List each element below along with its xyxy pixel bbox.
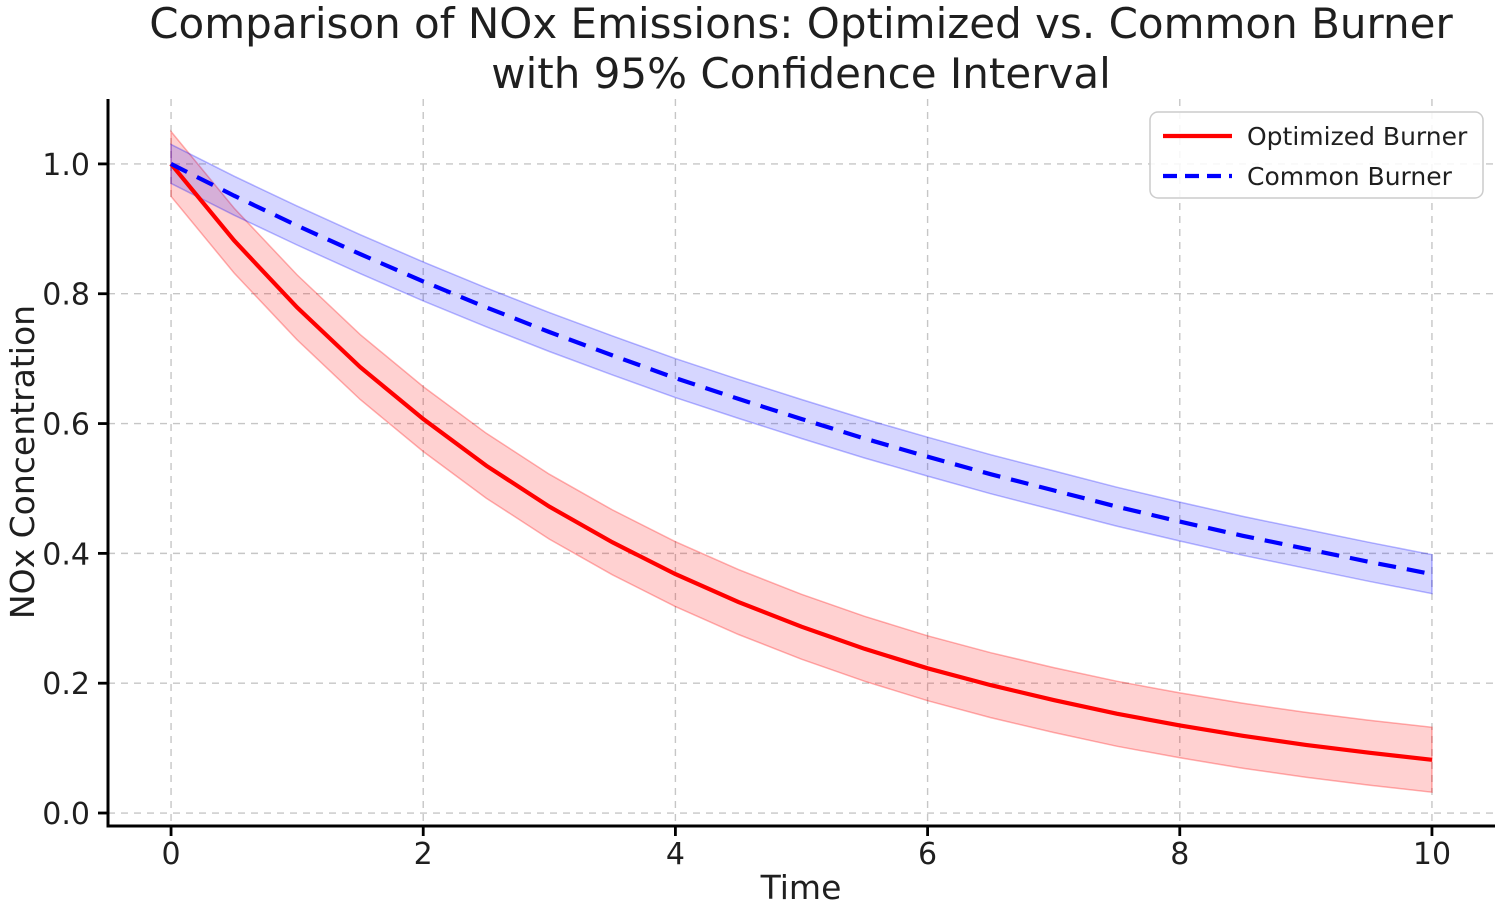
axis-spines (106, 99, 1495, 828)
x-tick-label: 6 (918, 837, 937, 872)
x-tick-label: 10 (1413, 837, 1451, 872)
x-tick-label: 2 (414, 837, 433, 872)
y-tick-label: 1.0 (42, 148, 90, 183)
y-tick-label: 0.4 (42, 537, 90, 572)
y-axis-label: NOx Concentration (3, 305, 42, 619)
x-tick-label: 8 (1170, 837, 1189, 872)
series-lines-layer (169, 162, 1433, 762)
series-line-common-burner (170, 162, 1433, 577)
y-tick-label: 0.8 (42, 278, 90, 313)
tick-marks-layer (98, 162, 1434, 836)
y-tick-label: 0.2 (42, 667, 90, 702)
legend-box (1149, 111, 1484, 199)
x-tick-label: 0 (161, 837, 180, 872)
confidence-bands-layer (170, 129, 1433, 794)
confidence-band-optimized-burner (170, 129, 1433, 794)
legend: Optimized Burner Common Burner (1149, 111, 1484, 199)
legend-label-common-burner: Common Burner (1247, 162, 1453, 191)
legend-label-optimized-burner: Optimized Burner (1247, 122, 1468, 151)
legend-line-samples (1163, 133, 1232, 179)
y-tick-label: 0.6 (42, 408, 90, 443)
chart-title-line2: with 95% Confidence Interval (491, 49, 1111, 98)
series-line-optimized-burner (169, 162, 1433, 762)
chart-title-line1: Comparison of NOx Emissions: Optimized v… (149, 0, 1453, 48)
x-tick-label: 4 (666, 837, 685, 872)
grid-layer (108, 99, 1495, 826)
y-tick-label: 0.0 (42, 797, 90, 832)
x-axis-label: Time (760, 868, 842, 907)
tick-labels-layer: 0 2 4 6 8 10 0.0 0.2 0.4 0.6 0.8 1.0 (42, 148, 1451, 872)
